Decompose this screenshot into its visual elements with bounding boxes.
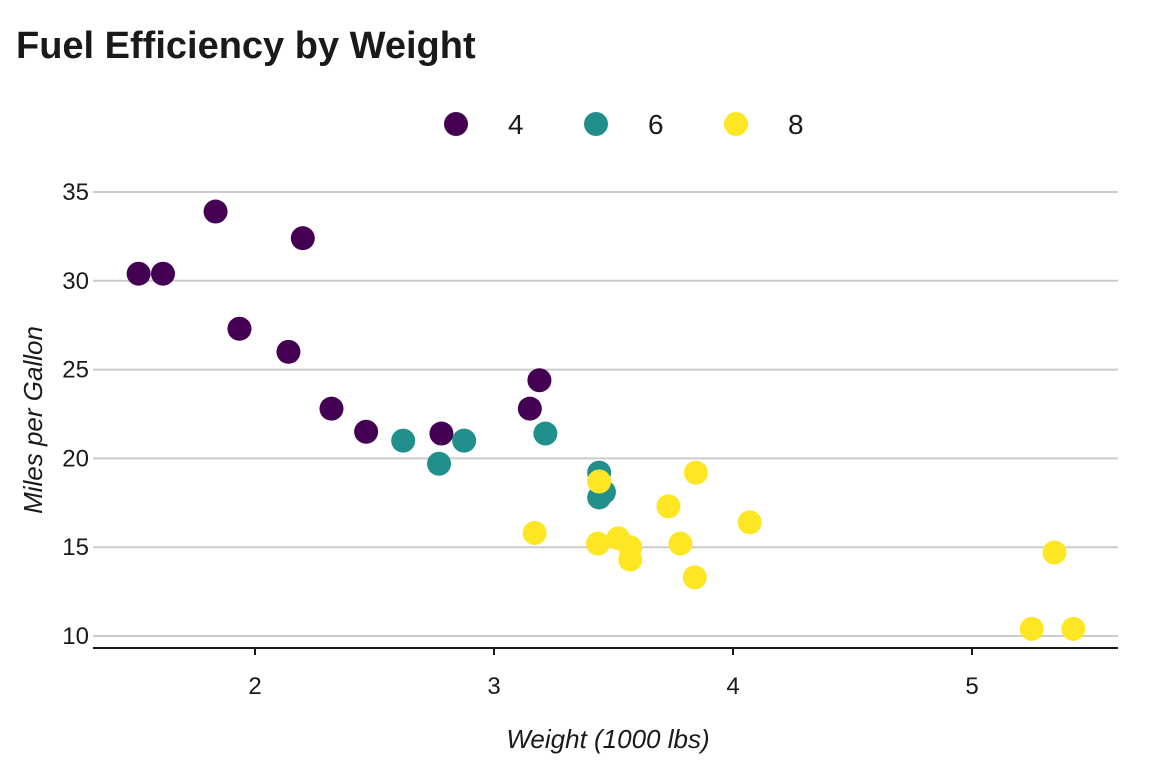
legend-label: 4: [508, 109, 524, 140]
data-point-cyl-8: [682, 565, 707, 590]
data-point-cyl-6: [533, 421, 558, 446]
y-tick-label: 20: [62, 445, 89, 472]
data-point-cyl-4: [527, 368, 552, 393]
y-tick-label: 30: [62, 268, 89, 295]
data-point-cyl-8: [668, 531, 693, 556]
legend-label: 8: [788, 109, 804, 140]
data-point-cyl-6: [391, 428, 416, 453]
data-point-cyl-4: [354, 419, 379, 444]
y-ticks: 10 15 20 25 30 35: [62, 179, 89, 650]
chart-title: Fuel Efficiency by Weight: [16, 25, 476, 67]
data-point-cyl-4: [319, 396, 344, 421]
data-point-cyl-8: [522, 520, 547, 545]
legend-marker: [584, 112, 608, 136]
data-point-cyl-8: [585, 531, 610, 556]
data-point-cyl-8: [1061, 616, 1086, 641]
y-tick-label: 15: [62, 534, 89, 561]
data-point-cyl-8: [737, 510, 762, 535]
data-point-cyl-8: [656, 494, 681, 519]
data-point-cyl-4: [276, 339, 301, 364]
x-ticks: 2 3 4 5: [248, 648, 979, 700]
x-tick-label: 5: [965, 673, 978, 700]
x-tick-label: 3: [487, 673, 500, 700]
data-points: [126, 199, 1086, 641]
data-point-cyl-4: [150, 261, 175, 286]
data-point-cyl-4: [203, 199, 228, 224]
data-point-cyl-8: [683, 460, 708, 485]
x-tick-label: 4: [726, 673, 739, 700]
data-point-cyl-6: [427, 451, 452, 476]
y-tick-label: 35: [62, 179, 89, 206]
data-point-cyl-4: [227, 316, 252, 341]
data-point-cyl-8: [1042, 540, 1067, 565]
data-point-cyl-8: [1019, 616, 1044, 641]
y-tick-label: 25: [62, 357, 89, 384]
data-point-cyl-4: [429, 421, 454, 446]
data-point-cyl-6: [452, 428, 477, 453]
data-point-cyl-4: [290, 226, 315, 251]
gridlines: [93, 191, 1118, 637]
legend: 4 6 8: [444, 109, 804, 140]
data-point-cyl-4: [126, 261, 151, 286]
legend-label: 6: [648, 109, 664, 140]
x-axis-label: Weight (1000 lbs): [506, 724, 709, 754]
x-tick-label: 2: [248, 673, 261, 700]
data-point-cyl-8: [618, 535, 643, 560]
y-tick-label: 10: [62, 623, 89, 650]
legend-marker: [724, 112, 748, 136]
data-point-cyl-4: [517, 396, 542, 421]
y-axis-label: Miles per Gallon: [18, 326, 48, 514]
legend-marker: [444, 112, 468, 136]
data-point-cyl-8: [587, 469, 612, 494]
